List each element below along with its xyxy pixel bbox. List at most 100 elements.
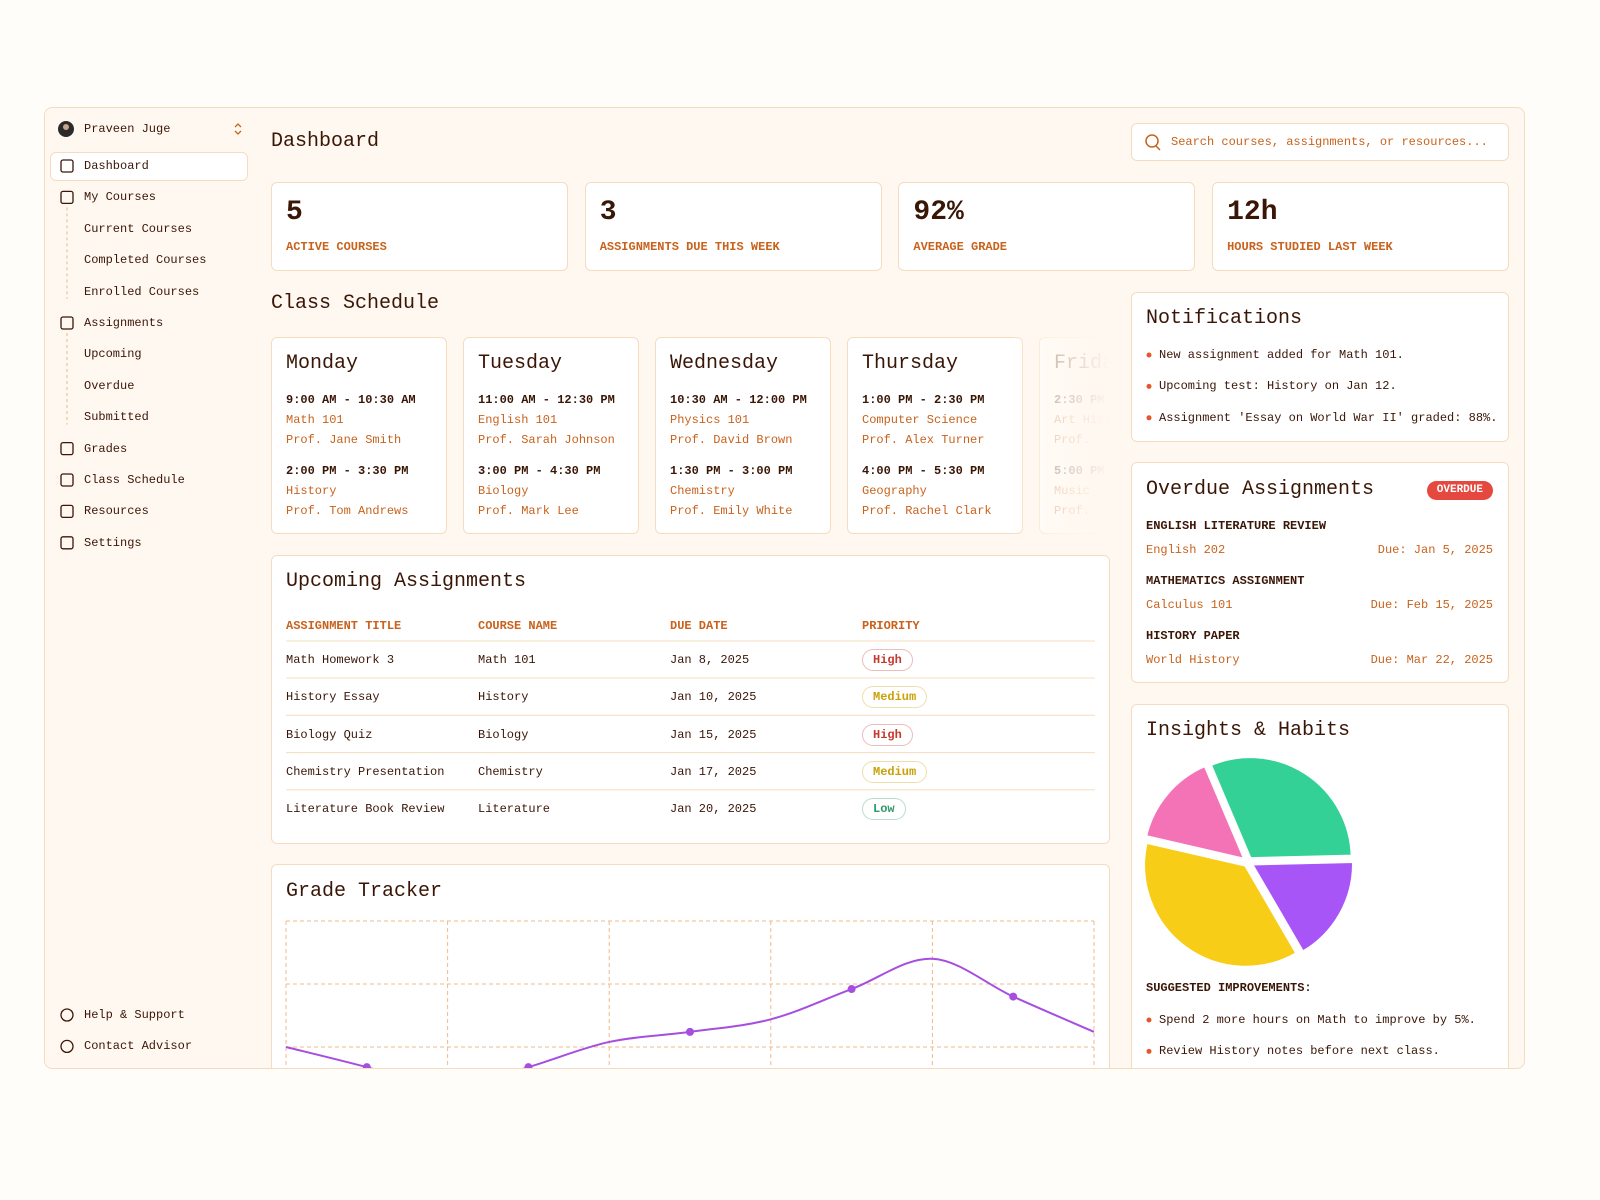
avatar-face bbox=[63, 124, 69, 130]
class-course: Physics 101 bbox=[670, 413, 750, 427]
stat-value: 92% bbox=[913, 197, 964, 228]
cell-title: Literature Book Review bbox=[286, 802, 445, 817]
upcoming-panel bbox=[271, 555, 1110, 844]
overdue-due: Due: Feb 15, 2025 bbox=[1370, 598, 1493, 612]
stat-card bbox=[898, 182, 1196, 271]
pie-slice bbox=[1143, 763, 1248, 862]
day-name: Thursday bbox=[862, 352, 959, 375]
search-icon bbox=[1145, 134, 1159, 148]
sidebar-icons bbox=[58, 121, 1161, 1054]
class-time: 4:00 PM - 5:30 PM bbox=[862, 464, 985, 478]
priority-badge: Low bbox=[862, 798, 906, 821]
footer-icon bbox=[60, 1039, 74, 1054]
schedule-strip: Monday 9:00 AM - 10:30 AM Math 101 Prof. Ja… bbox=[271, 330, 1110, 540]
cell-title: Biology Quiz bbox=[286, 727, 373, 742]
dashboard-content: Praveen Juge Dashboard My Courses Current C… bbox=[45, 108, 1524, 1068]
improvement-item: Spend 2 more hours on Math to improve by… bbox=[1159, 1013, 1476, 1027]
nav-icon bbox=[60, 504, 74, 519]
class-time: 2:00 PM - 3:30 PM bbox=[286, 464, 409, 478]
search-placeholder: Search courses, assignments, or resource… bbox=[1171, 135, 1488, 149]
page-title: Dashboard bbox=[271, 130, 380, 153]
day-card bbox=[463, 337, 639, 534]
notification-item: Upcoming test: History on Jan 12. bbox=[1159, 379, 1397, 394]
panel-title: Grade Tracker bbox=[286, 880, 443, 903]
priority-badge: High bbox=[862, 649, 913, 671]
class-course: Computer Science bbox=[862, 413, 978, 427]
cell-due: Jan 8, 2025 bbox=[670, 653, 750, 667]
footer-icon bbox=[60, 1008, 74, 1022]
class-time: 11:00 AM - 12:30 PM bbox=[478, 393, 615, 407]
priority-badge: High bbox=[862, 723, 913, 746]
column-header: ASSIGNMENT TITLE bbox=[286, 619, 402, 633]
nav-subitem: Completed Courses bbox=[84, 253, 207, 268]
stat-label: ACTIVE COURSES bbox=[286, 240, 387, 254]
class-course: Chemistry bbox=[670, 484, 735, 498]
nav-item: Class Schedule bbox=[84, 473, 185, 487]
overdue-badge: OVERDUE bbox=[1426, 481, 1493, 500]
pie-slice bbox=[1142, 840, 1299, 969]
search-box[interactable] bbox=[1131, 123, 1509, 161]
improvements-title: SUGGESTED IMPROVEMENTS: bbox=[1146, 981, 1312, 995]
nav-item: Assignments bbox=[84, 316, 164, 330]
column-header: PRIORITY bbox=[862, 619, 920, 633]
bullet bbox=[1146, 1017, 1152, 1023]
notifications-panel bbox=[1131, 292, 1509, 442]
grade-chart bbox=[285, 920, 1095, 1068]
day-card bbox=[847, 337, 1023, 534]
user-name: Praveen Juge bbox=[84, 122, 171, 136]
active-nav-bg bbox=[50, 152, 248, 181]
bullet bbox=[1146, 415, 1152, 421]
nav-item: Dashboard bbox=[84, 159, 149, 173]
bullet bbox=[1146, 352, 1152, 358]
panel-title: Upcoming Assignments bbox=[286, 570, 527, 593]
schedule-fade bbox=[1010, 330, 1110, 540]
notification-item: Assignment 'Essay on World War II' grade… bbox=[1159, 410, 1498, 425]
pie-slice bbox=[1208, 755, 1354, 861]
nav-subitem: Submitted bbox=[84, 410, 149, 425]
overdue-course: English 202 bbox=[1146, 543, 1226, 557]
grade-point bbox=[686, 1027, 694, 1036]
pie-slice bbox=[1248, 859, 1355, 955]
class-professor: Prof. Sarah Johnson bbox=[478, 433, 615, 447]
class-course: Biology bbox=[478, 484, 529, 498]
overdue-due: Due: Jan 5, 2025 bbox=[1377, 543, 1493, 557]
day-card bbox=[271, 337, 447, 534]
nav-subitem: Upcoming bbox=[84, 347, 142, 362]
improvement-item: Review History notes before next class. bbox=[1159, 1044, 1440, 1059]
class-professor: Prof. Tom Andrews bbox=[286, 504, 409, 518]
nav-icon bbox=[60, 316, 74, 330]
overdue-course: Calculus 101 bbox=[1146, 598, 1233, 612]
bullet bbox=[1146, 383, 1152, 389]
class-time: 10:30 AM - 12:00 PM bbox=[670, 393, 807, 407]
class-time: 3:00 PM - 4:30 PM bbox=[478, 464, 601, 478]
nav-item: Resources bbox=[84, 504, 149, 519]
class-course: History bbox=[286, 484, 337, 498]
class-professor: Prof. Jane Smith bbox=[286, 433, 402, 447]
nav-icon bbox=[60, 441, 74, 456]
overdue-due: Due: Mar 22, 2025 bbox=[1370, 653, 1493, 667]
pie-chart bbox=[1142, 755, 1355, 969]
panel-title: Insights & Habits bbox=[1146, 719, 1351, 742]
panel-title: Overdue Assignments bbox=[1146, 478, 1375, 501]
cell-course: Biology bbox=[478, 727, 529, 742]
cell-title: Chemistry Presentation bbox=[286, 764, 445, 779]
class-time: 1:00 PM - 2:30 PM bbox=[862, 393, 985, 407]
stat-label: ASSIGNMENTS DUE THIS WEEK bbox=[599, 240, 780, 254]
dashboard-viewport: Praveen Juge Dashboard My Courses Current C… bbox=[45, 108, 1524, 1068]
overdue-title: MATHEMATICS ASSIGNMENT bbox=[1146, 574, 1305, 588]
nav-subitem: Enrolled Courses bbox=[84, 284, 200, 299]
cell-due: Jan 15, 2025 bbox=[670, 727, 757, 742]
cell-course: Literature bbox=[478, 802, 551, 817]
class-time: 9:00 AM - 10:30 AM bbox=[286, 393, 416, 407]
cell-course: Math 101 bbox=[478, 653, 536, 667]
cell-course: Chemistry bbox=[478, 764, 543, 779]
class-course: Geography bbox=[862, 484, 927, 498]
cell-due: Jan 10, 2025 bbox=[670, 690, 757, 705]
grade-point bbox=[524, 1063, 533, 1068]
grade-point bbox=[1009, 992, 1018, 1001]
class-professor: Prof. Emily White bbox=[670, 504, 793, 518]
notification-item: New assignment added for Math 101. bbox=[1159, 348, 1404, 362]
search-icon bbox=[1155, 145, 1161, 151]
nav-subitem: Current Courses bbox=[84, 221, 193, 236]
